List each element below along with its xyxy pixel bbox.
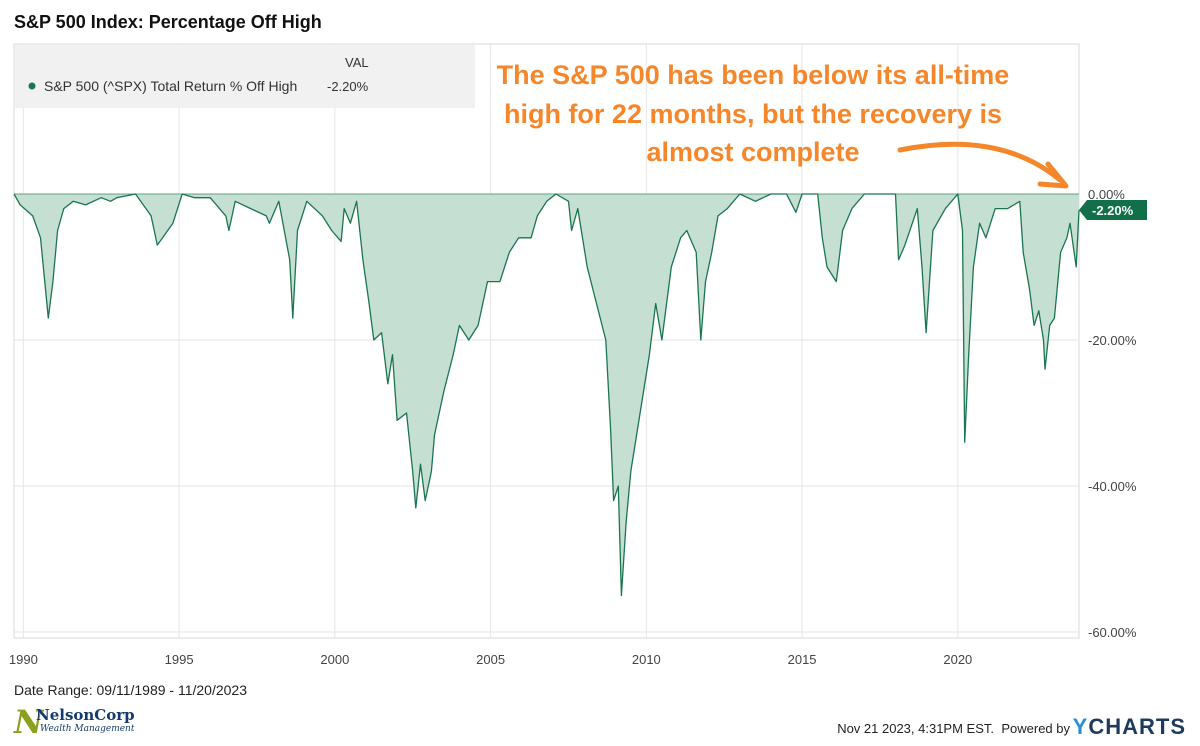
plot-frame	[13, 43, 1080, 639]
nelsoncorp-logo: N NelsonCorp Wealth Management	[14, 701, 154, 741]
ycharts-logo-text: CHARTS	[1088, 714, 1186, 739]
x-tick-label: 2005	[476, 652, 505, 667]
ycharts-logo[interactable]: YCHARTS	[1073, 714, 1186, 740]
x-tick-label: 2010	[632, 652, 661, 667]
legend-box	[15, 45, 475, 108]
ycharts-logo-y: Y	[1072, 714, 1089, 739]
x-tick-label: 2020	[943, 652, 972, 667]
annotation-arrow-head	[1037, 161, 1069, 189]
chart-plot: 0.00% -20.00% -40.00% -60.00% 1990 1995 2000 20…	[9, 43, 1147, 667]
series-line	[13, 193, 1080, 597]
legend-header: VAL	[345, 55, 369, 70]
annotation-arrow	[897, 141, 1063, 183]
legend-label: S&P 500 (^SPX) Total Return % Off High	[44, 78, 297, 94]
powered-by-label: Powered by	[1001, 721, 1070, 736]
timestamp-label: Nov 21 2023, 4:31PM EST.	[837, 721, 994, 736]
y-tick-label: -20.00%	[1088, 333, 1137, 348]
y-tick-label: 0.00%	[1088, 187, 1125, 202]
annotation-line: almost complete	[646, 137, 859, 167]
x-tick-label: 1990	[9, 652, 38, 667]
annotation-line: high for 22 months, but the recovery is	[504, 99, 1002, 129]
date-range-label: Date Range: 09/11/1989 - 11/20/2023	[14, 682, 247, 698]
x-tick-label: 2015	[788, 652, 817, 667]
logo-name: NelsonCorp	[36, 706, 135, 724]
x-tick-label: 2000	[320, 652, 349, 667]
logo-subtitle: Wealth Management	[40, 724, 135, 734]
x-tick-label: 1995	[165, 652, 194, 667]
annotation-line: The S&P 500 has been below its all-time	[497, 60, 1010, 90]
y-tick-label: -40.00%	[1088, 479, 1137, 494]
logo-mark: N	[14, 703, 44, 741]
chart-title: S&P 500 Index: Percentage Off High	[14, 12, 322, 32]
last-value-label: -2.20%	[1092, 203, 1134, 218]
legend-value: -2.20%	[327, 79, 369, 94]
y-tick-label: -60.00%	[1088, 625, 1137, 640]
series-area	[14, 194, 1079, 596]
legend-swatch	[28, 82, 36, 90]
last-value-badge	[1079, 200, 1147, 221]
